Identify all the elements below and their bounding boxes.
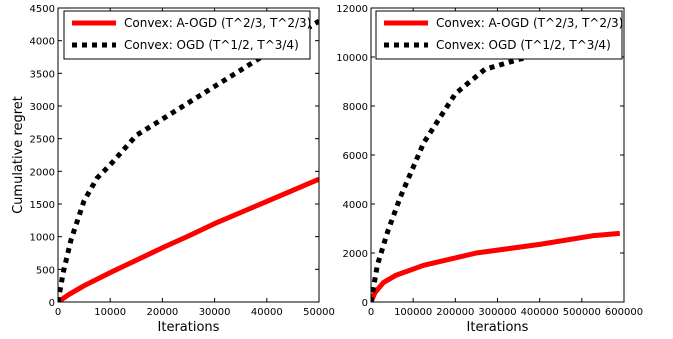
x-tick-label: 0: [368, 307, 374, 318]
x-axis-label: Iterations: [158, 320, 220, 335]
y-tick-label: 10000: [336, 53, 368, 64]
x-tick-label: 40000: [251, 307, 283, 318]
x-tick-label: 0: [55, 307, 61, 318]
legend-box: [375, 10, 623, 60]
series-line-1: [58, 18, 319, 302]
y-tick-label: 8000: [343, 102, 368, 113]
plot-frame: [57, 7, 320, 303]
legend-label-0: Convex: A-OGD (T^2/3, T^2/3): [436, 16, 623, 30]
y-tick-label: 2500: [30, 135, 55, 146]
legend-label-1: Convex: OGD (T^1/2, T^3/4): [436, 38, 611, 52]
series-group: [371, 49, 621, 302]
x-tick-label: 10000: [94, 307, 126, 318]
y-tick-label: 0: [362, 298, 368, 309]
y-axis-label: Cumulative regret: [11, 96, 26, 214]
y-tick-label: 2000: [30, 167, 55, 178]
series-line-1: [371, 49, 549, 302]
y-tick-label: 3500: [30, 69, 55, 80]
y-tick-label: 4000: [343, 200, 368, 211]
x-tick-label: 400000: [521, 307, 559, 318]
x-tick-label: 200000: [436, 307, 474, 318]
y-tick-label: 4500: [30, 4, 55, 15]
x-tick-label: 50000: [303, 307, 335, 318]
y-tick-label: 12000: [336, 4, 368, 15]
y-tick-label: 2000: [343, 249, 368, 260]
x-tick-label: 600000: [605, 307, 643, 318]
y-tick-label: 1500: [30, 200, 55, 211]
y-tick-label: 0: [49, 298, 55, 309]
x-tick-label: 30000: [199, 307, 231, 318]
legend-box: [63, 10, 311, 60]
series-line-0: [58, 176, 319, 302]
chart-right: 0 100000 200000 300000 400000 500000 600000 0 20…: [336, 4, 643, 335]
chart-left: 0 10000 20000 30000 40000 50000 0 500 1000 1500 20…: [11, 4, 335, 335]
y-tick-label: 3000: [30, 102, 55, 113]
x-axis-label: Iterations: [467, 320, 529, 335]
y-tick-label: 4000: [30, 37, 55, 48]
legend-label-0: Convex: A-OGD (T^2/3, T^2/3): [124, 16, 311, 30]
legend-label-1: Convex: OGD (T^1/2, T^3/4): [124, 38, 299, 52]
x-tick-label: 300000: [478, 307, 516, 318]
x-tick-label: 500000: [563, 307, 601, 318]
y-tick-label: 1000: [30, 233, 55, 244]
x-tick-label: 100000: [394, 307, 432, 318]
x-tick-label: 20000: [146, 307, 178, 318]
y-tick-label: 500: [36, 265, 55, 276]
series-line-0: [371, 230, 621, 302]
series-group: [58, 18, 319, 302]
y-tick-label: 6000: [343, 151, 368, 162]
